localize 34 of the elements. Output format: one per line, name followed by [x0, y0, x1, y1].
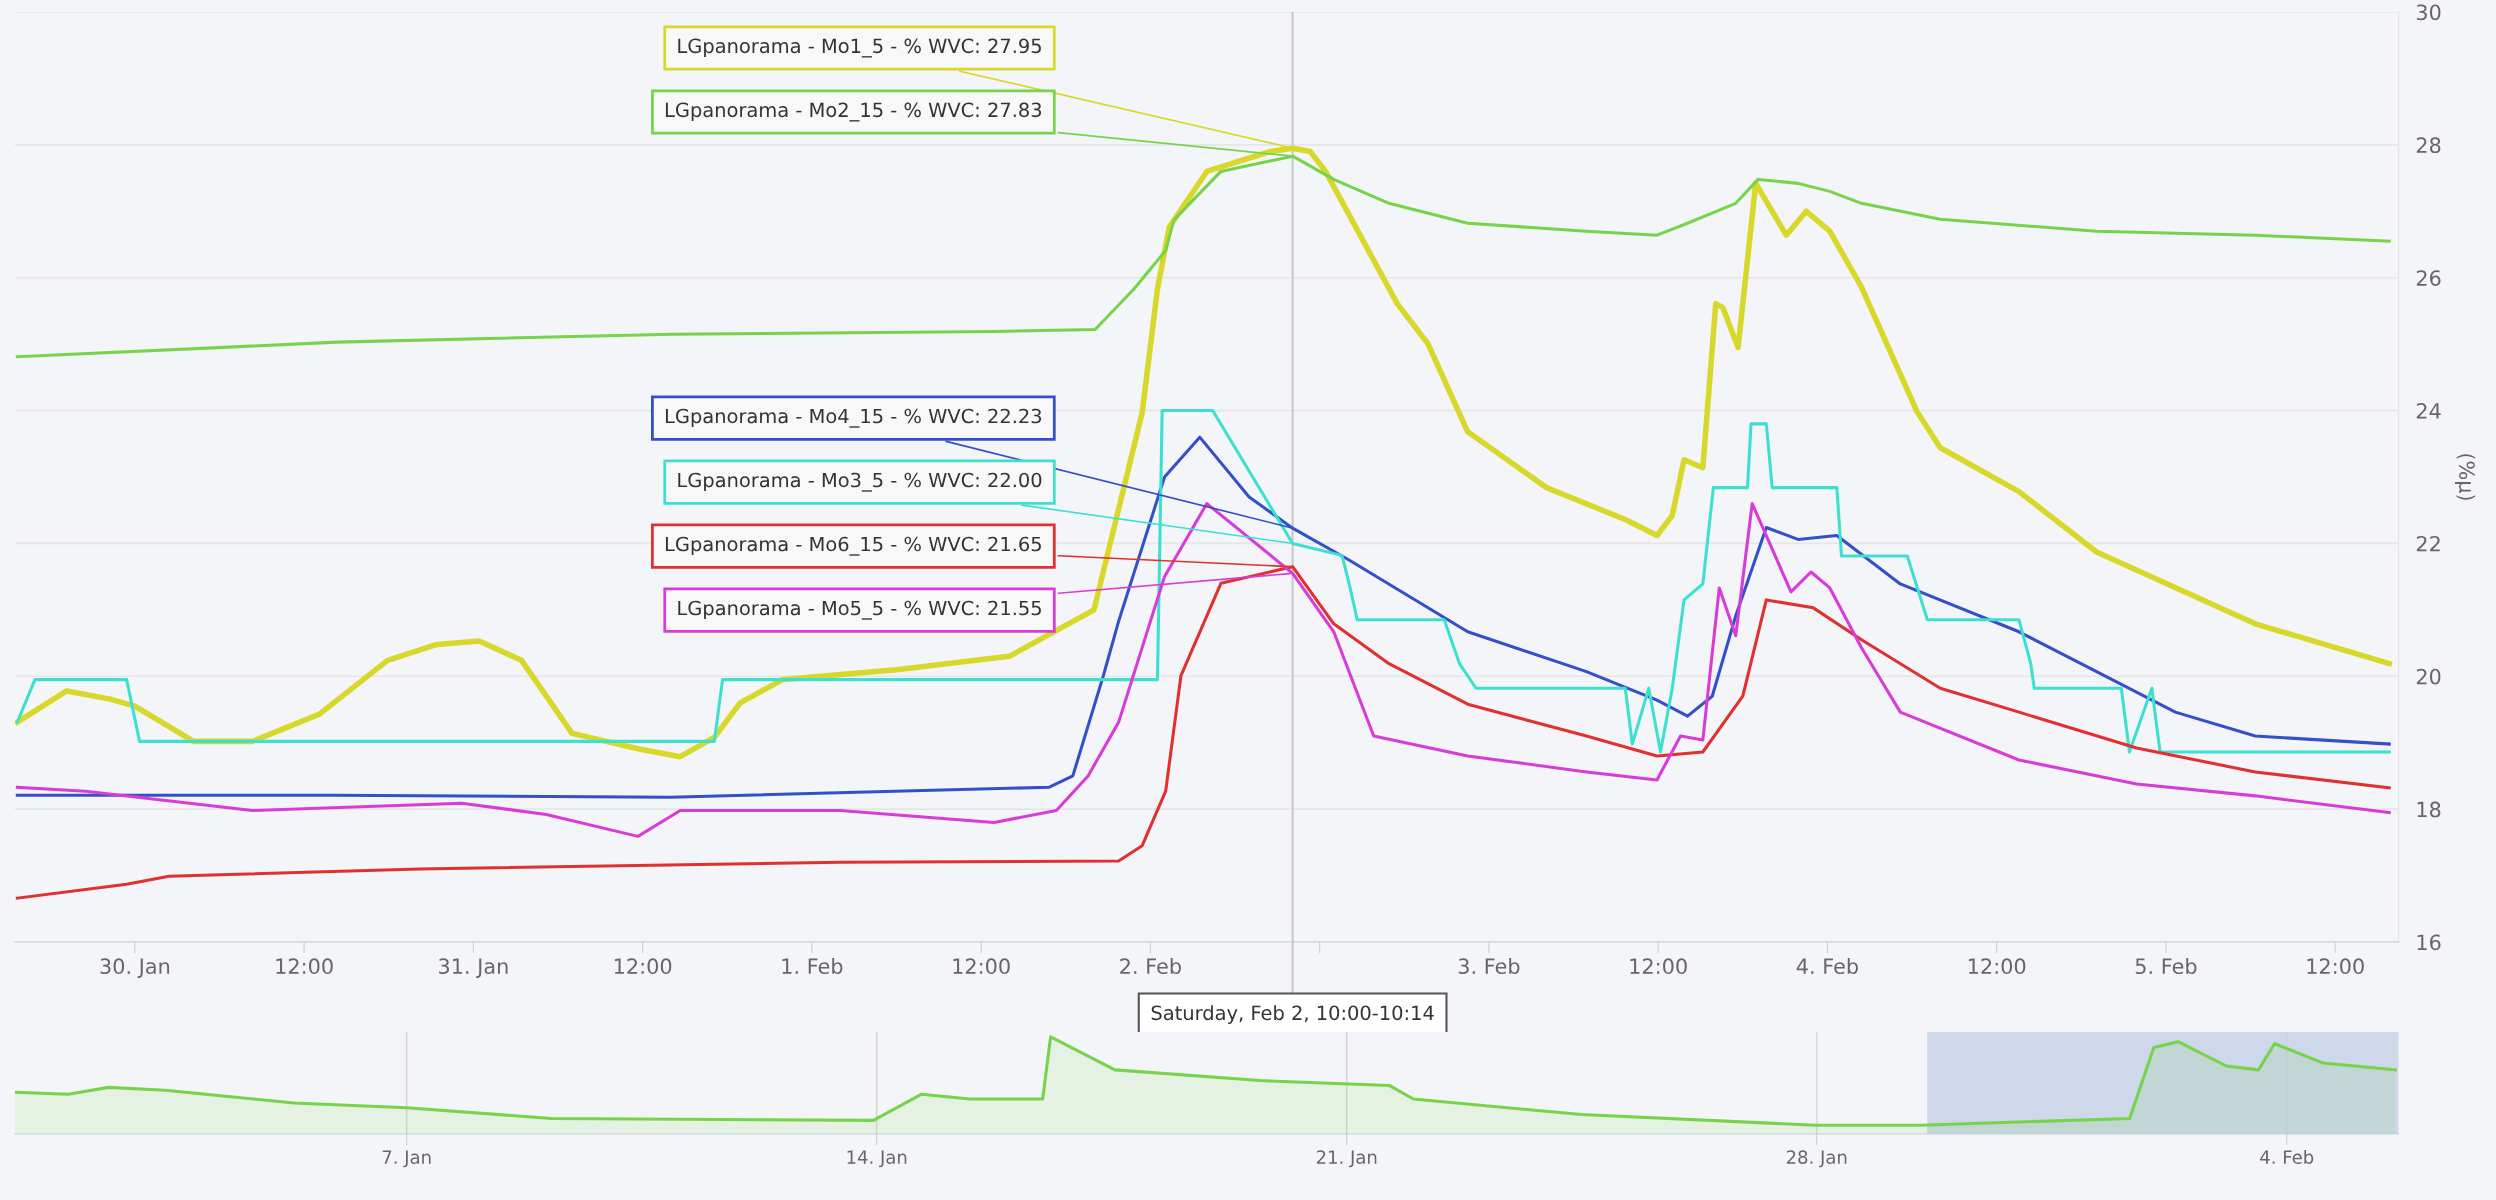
y-axis-title: (%µ) [2455, 454, 2476, 500]
x-tick-label: 7. Jan [382, 1150, 431, 1168]
x-tick-label: 28. Jan [1786, 1150, 1847, 1168]
x-tick-label: 14. Jan [847, 1150, 907, 1168]
x-tick-label: 3. Feb [1458, 957, 1520, 975]
x-tick-label: 12:00 [2307, 958, 2364, 975]
annotation: LGpanorama - Mo1_5 - % WVC: 27.95 [678, 38, 1041, 58]
x-tick-label: 21. Jan [1316, 1150, 1377, 1168]
x-tick-label: 12:00 [953, 958, 1010, 975]
y-tick-label: 28 [2416, 137, 2441, 154]
y-tick-label: 20 [2416, 668, 2441, 685]
x-tick-label: 31. Jan [439, 958, 508, 978]
x-tick-label: 4. Feb [1796, 957, 1858, 975]
x-tick-label: 30. Jan [100, 958, 170, 978]
y-tick-label: 24 [2416, 403, 2441, 419]
x-tick-label: 12:00 [276, 958, 333, 975]
x-tick-label: 5. Feb [2135, 957, 2197, 975]
x-tick-label: 12:00 [1630, 958, 1687, 975]
x-tick-label: 12:00 [614, 958, 672, 975]
annotation: LGpanorama - Mo2_15 - % WVC: 27.83 [665, 102, 1042, 122]
annotation: LGpanorama - Mo4_15 - % WVC: 22.23 [665, 408, 1042, 428]
y-tick-label: 18 [2417, 801, 2441, 818]
x-tick-label: 4. Feb [2260, 1149, 2314, 1164]
x-tick-label: 1. Feb [782, 957, 843, 975]
x-tick-label: 2. Feb [1120, 957, 1181, 975]
ref-line-label: Saturday, Feb 2, 10:00-10:14 [1151, 1005, 1434, 1024]
x-tick-label: 12:00 [1968, 958, 2026, 975]
y-tick-label: 22 [2416, 535, 2440, 552]
annotation: LGpanorama - Mo5_5 - % WVC: 21.55 [678, 600, 1041, 620]
annotation: LGpanorama - Mo3_5 - % WVC: 22.00 [678, 472, 1042, 492]
y-tick-label: 30 [2416, 4, 2441, 21]
y-tick-label: 26 [2416, 270, 2441, 286]
y-tick-label: 16 [2417, 934, 2441, 951]
annotation: LGpanorama - Mo6_15 - % WVC: 21.65 [665, 536, 1041, 556]
